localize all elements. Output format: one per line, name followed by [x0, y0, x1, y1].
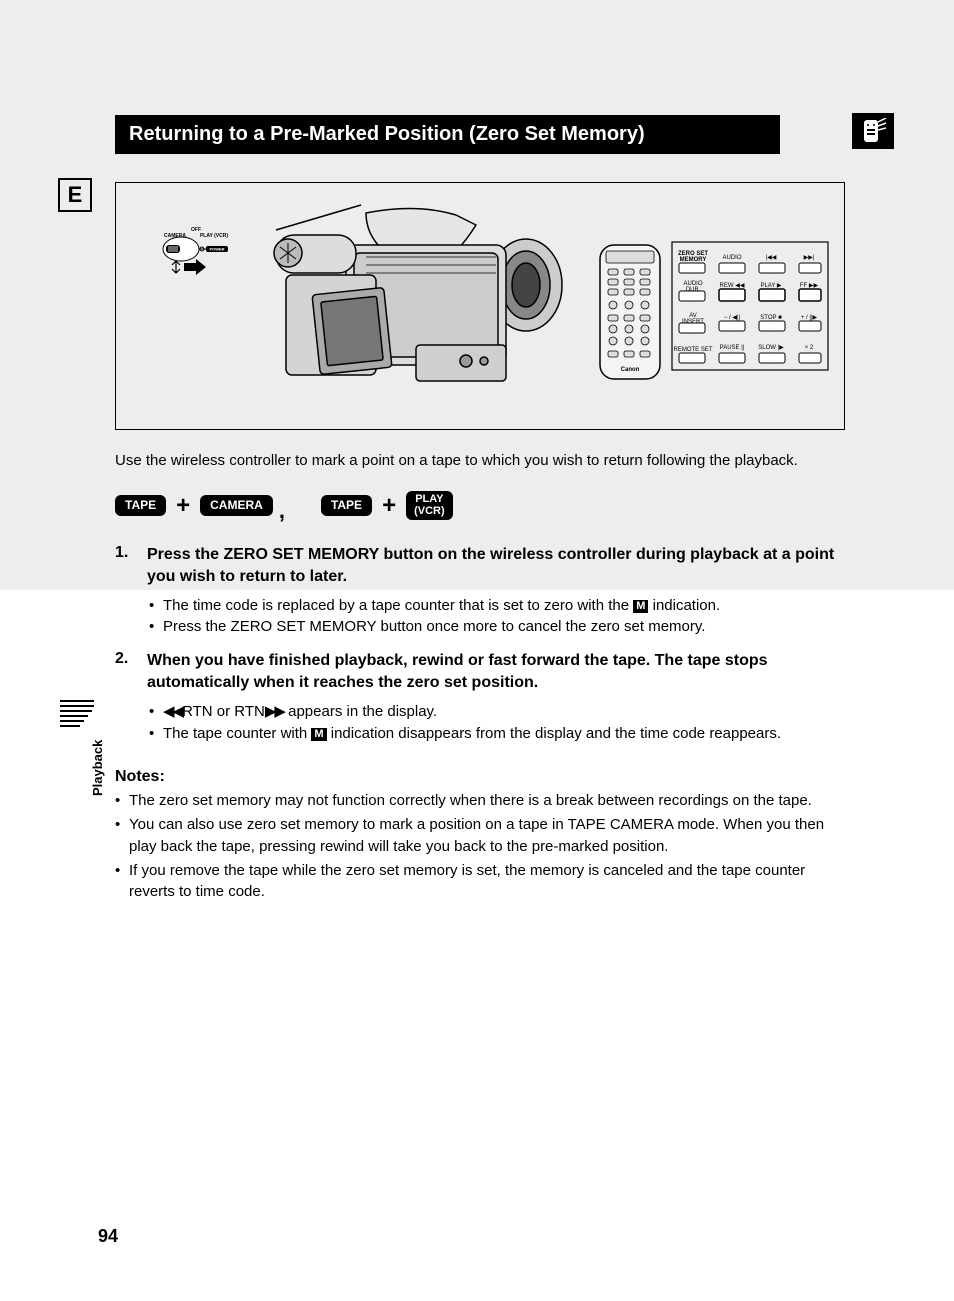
note-item: You can also use zero set memory to mark… [115, 814, 845, 858]
bullet-text: appears in the display. [284, 703, 437, 720]
page-content: Returning to a Pre-Marked Position (Zero… [0, 0, 954, 945]
rtn-right-icon: ▶▶ [265, 703, 284, 720]
comma-separator: , [279, 498, 285, 524]
chip-tape-1: TAPE [115, 495, 166, 516]
step-1: 1. Press the ZERO SET MEMORY button on t… [115, 544, 845, 638]
chip-play-line2: (VCR) [414, 505, 445, 517]
side-lines-icon [60, 700, 96, 727]
svg-text:▶▶|: ▶▶| [804, 255, 815, 261]
svg-text:REW ◀◀: REW ◀◀ [720, 283, 745, 289]
plus-icon: + [176, 492, 190, 520]
step-title: Press the ZERO SET MEMORY button on the … [147, 544, 845, 589]
step-number: 2. [115, 650, 137, 744]
svg-text:+ / ||▶: + / ||▶ [801, 315, 818, 321]
notes-list: The zero set memory may not function cor… [115, 790, 845, 903]
step-title: When you have finished playback, rewind … [147, 650, 845, 695]
m-indicator-icon: M [311, 728, 326, 741]
step-bullet: The tape counter with M indication disap… [149, 723, 845, 745]
remote-button-grid: ZERO SET MEMORY AUDIO DUB. AV INSERT REM… [671, 241, 829, 371]
bullet-text: Press the ZERO SET MEMORY button once mo… [163, 618, 705, 635]
mode-chips-row: TAPE + CAMERA , TAPE + PLAY (VCR) [115, 488, 894, 524]
svg-text:REMOTE SET: REMOTE SET [673, 347, 712, 353]
side-playback-marker: Playback [60, 700, 96, 730]
svg-text:STOP ■: STOP ■ [760, 315, 782, 321]
svg-text:PAUSE ||: PAUSE || [720, 345, 745, 351]
chip-play-line1: PLAY [415, 493, 443, 505]
bullet-text: indication disappears from the display a… [327, 725, 781, 742]
svg-text:SLOW |▶: SLOW |▶ [758, 345, 784, 351]
step-bullet: Press the ZERO SET MEMORY button once mo… [149, 616, 845, 638]
bullet-text: indication. [648, 597, 720, 614]
svg-text:|◀◀: |◀◀ [766, 255, 777, 261]
bullet-text: The tape counter with [163, 725, 311, 742]
bullet-text: The time code is replaced by a tape coun… [163, 597, 633, 614]
chip-play-vcr: PLAY (VCR) [406, 491, 453, 520]
m-indicator-icon: M [633, 600, 648, 613]
rtn-left-icon: ◀◀ [163, 703, 182, 720]
chip-tape-2: TAPE [321, 495, 372, 516]
remote-controller-badge-icon [852, 113, 894, 149]
svg-text:× 2: × 2 [805, 345, 814, 351]
step-bullet: The time code is replaced by a tape coun… [149, 595, 845, 617]
step-2: 2. When you have finished playback, rewi… [115, 650, 845, 744]
step-number: 1. [115, 544, 137, 638]
chip-camera: CAMERA [200, 495, 273, 516]
svg-text:FF ▶▶: FF ▶▶ [800, 283, 819, 289]
svg-text:AUDIO: AUDIO [722, 255, 741, 261]
instructions-list: 1. Press the ZERO SET MEMORY button on t… [115, 544, 845, 903]
svg-text:Canon: Canon [621, 367, 640, 373]
side-section-label: Playback [90, 740, 105, 796]
note-item: The zero set memory may not function cor… [115, 790, 845, 812]
intro-paragraph: Use the wireless controller to mark a po… [115, 450, 845, 472]
note-item: If you remove the tape while the zero se… [115, 860, 845, 904]
step-bullet: ◀◀RTN or RTN▶▶ appears in the display. [149, 701, 845, 723]
page-number: 94 [98, 1226, 118, 1247]
svg-text:PLAY ▶: PLAY ▶ [760, 283, 781, 289]
svg-text:− / ◀||: − / ◀|| [724, 315, 741, 321]
notes-heading: Notes: [115, 768, 845, 786]
plus-icon: + [382, 492, 396, 520]
camcorder-illustration [216, 195, 576, 419]
svg-text:MEMORY: MEMORY [680, 257, 707, 263]
language-indicator: E [58, 178, 92, 212]
illustration-panel: OFF CAMERA PLAY (VCR) POWER [115, 182, 845, 430]
wireless-remote-illustration: Canon [596, 243, 664, 383]
section-title: Returning to a Pre-Marked Position (Zero… [115, 115, 780, 154]
